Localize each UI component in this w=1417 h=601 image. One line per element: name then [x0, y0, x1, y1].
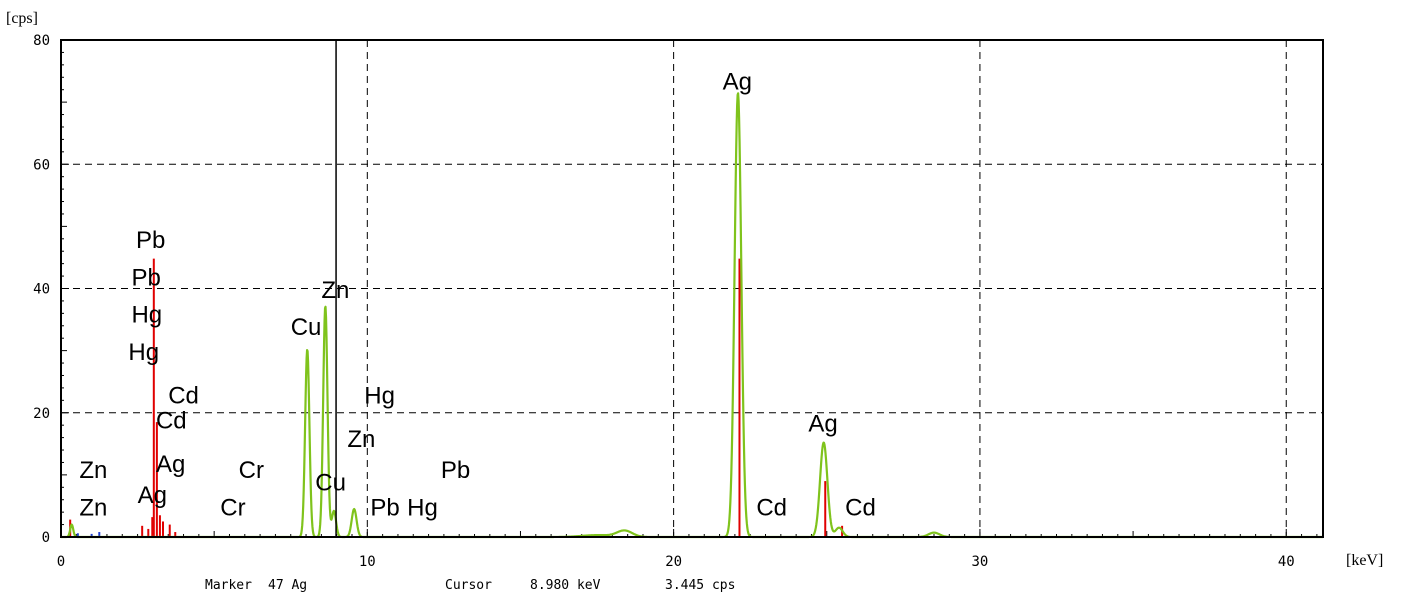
x-tick-label: 10	[359, 554, 376, 570]
x-tick-label: 30	[972, 554, 989, 570]
peak-label: Zn	[79, 494, 107, 521]
y-tick-label: 80	[33, 33, 50, 49]
plot-frame	[60, 39, 1324, 538]
peak-label: Zn	[347, 426, 375, 453]
peak-label: Cd	[156, 407, 187, 434]
grid	[61, 40, 1323, 537]
cursor-cps: 3.445 cps	[665, 578, 736, 593]
peak-label: Cd	[756, 494, 787, 521]
peak-label: Pb	[370, 494, 399, 521]
peak-label: Ag	[808, 410, 837, 437]
peak-label: Cu	[315, 469, 346, 496]
x-axis-unit: [keV]	[1346, 552, 1383, 569]
y-axis-unit: [cps]	[6, 10, 38, 27]
peak-label: Cr	[239, 457, 264, 484]
peak-label: Zn	[79, 457, 107, 484]
x-tick-label: 20	[665, 554, 682, 570]
peak-label: Pb	[441, 457, 470, 484]
marker-label: Marker	[205, 578, 252, 593]
x-tick-label: 40	[1278, 554, 1295, 570]
x-tick-label: 0	[57, 554, 65, 570]
peak-label: Ag	[723, 69, 752, 96]
cursor-energy: 8.980 keV	[530, 578, 601, 593]
tick-labels: 0 10 20 30 40 0 20 40 60 80	[33, 33, 1295, 570]
cursor-label: Cursor	[445, 578, 492, 593]
y-tick-label: 40	[33, 282, 50, 298]
peak-label: Hg	[131, 302, 162, 329]
peak-label: Pb	[131, 264, 160, 291]
y-tick-label: 60	[33, 157, 50, 173]
marker-value: 47 Ag	[268, 578, 308, 593]
peak-label: Hg	[364, 382, 395, 409]
peak-label: Cr	[220, 494, 245, 521]
peak-label: Hg	[407, 494, 438, 521]
y-tick-label: 0	[42, 530, 50, 546]
peak-label: Hg	[128, 339, 159, 366]
peak-label: Ag	[156, 451, 185, 478]
peak-label: Pb	[136, 227, 165, 254]
y-tick-label: 20	[33, 406, 50, 422]
peak-label: Zn	[321, 277, 349, 304]
peak-label: Cd	[168, 382, 199, 409]
peak-label: Ag	[138, 482, 167, 509]
peak-label: Cd	[845, 494, 876, 521]
peak-label: Cu	[291, 314, 322, 341]
line-markers	[69, 258, 844, 537]
